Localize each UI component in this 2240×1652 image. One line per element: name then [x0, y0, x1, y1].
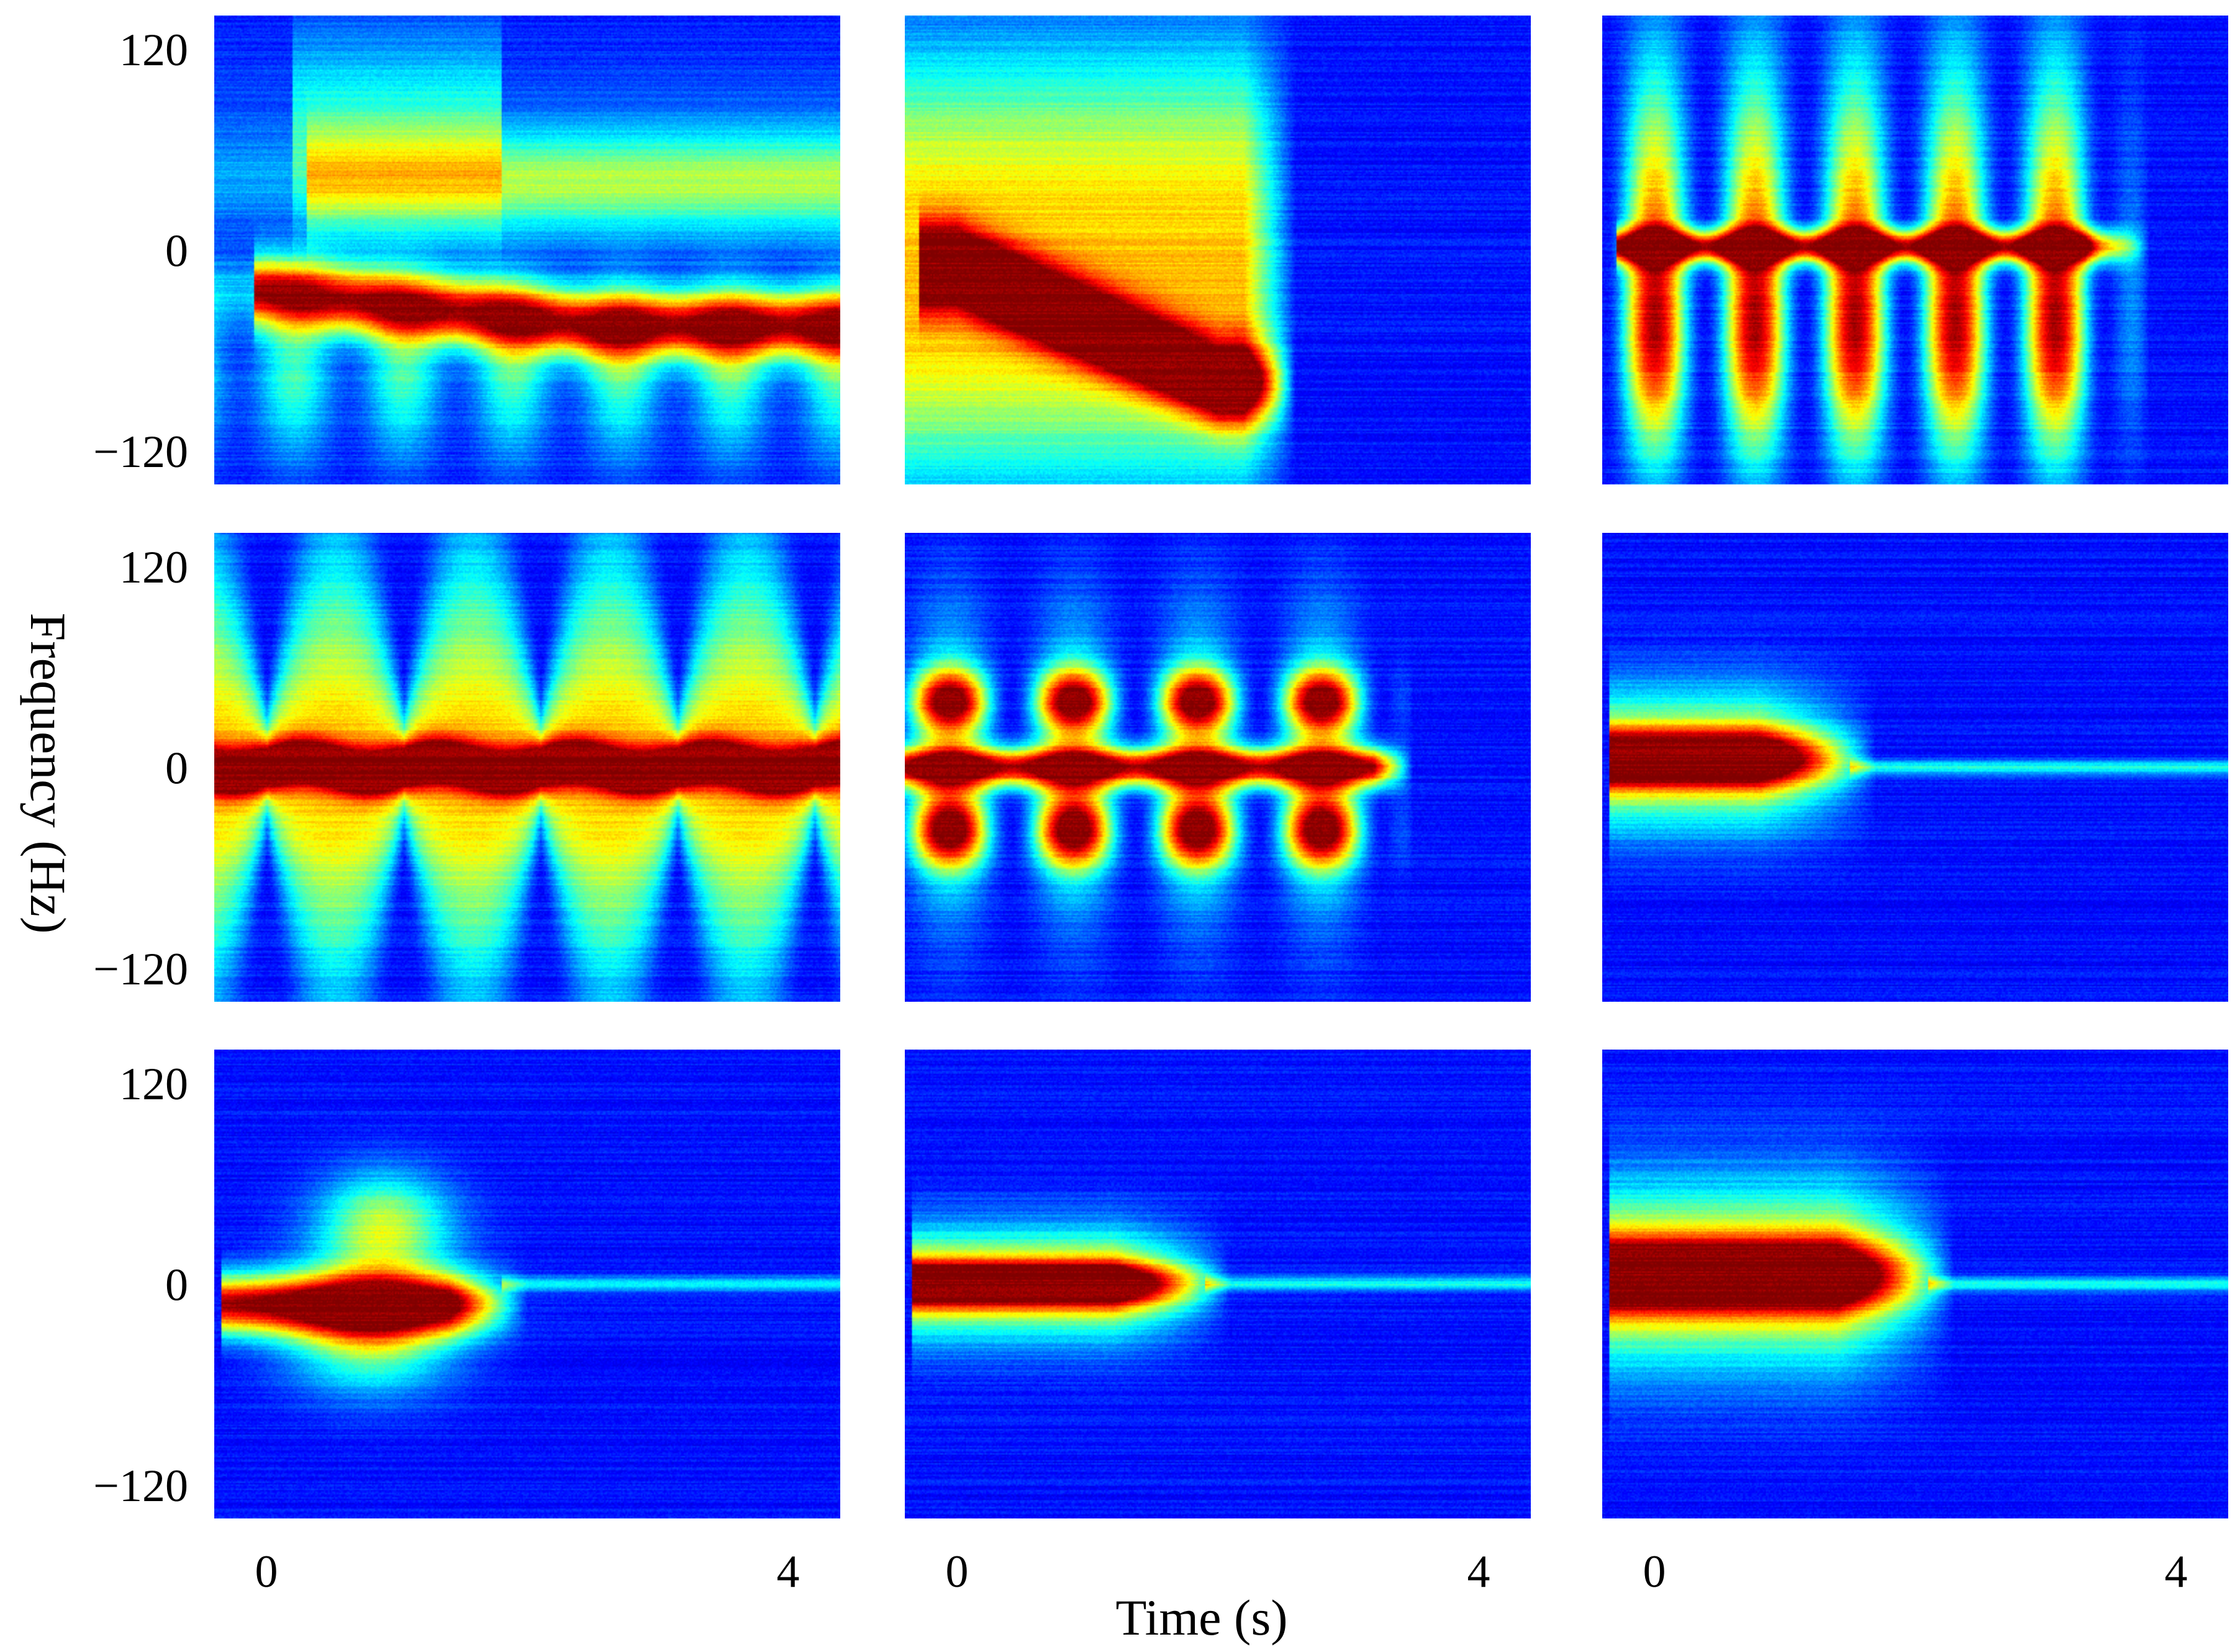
x-tick-labels: 0 4 0 4 0 4: [255, 1546, 2188, 1597]
spectrogram-panel: [214, 16, 840, 484]
spectrogram-panel: [905, 533, 1531, 1002]
y-tick-label: −120: [93, 944, 188, 995]
y-tick-label: −120: [93, 1461, 188, 1512]
spectrogram-panel: [214, 533, 840, 1002]
y-tick-label: 0: [165, 743, 188, 794]
y-tick-label: 0: [165, 226, 188, 277]
x-tick-label: 0: [946, 1546, 969, 1597]
x-tick-label: 4: [1467, 1546, 1490, 1597]
y-tick-label: 120: [119, 25, 188, 76]
spectrogram-panels: [214, 16, 2228, 1518]
spectrogram-panel: [1602, 16, 2228, 484]
y-tick-label: −120: [93, 427, 188, 478]
spectrogram-panel: [214, 1050, 840, 1518]
y-tick-label: 120: [119, 1059, 188, 1110]
spectrogram-panel: [905, 1050, 1531, 1518]
y-tick-label: 120: [119, 542, 188, 593]
y-tick-labels: 120 0 −120 120 0 −120 120 0 −120: [93, 25, 188, 1512]
x-tick-label: 4: [777, 1546, 800, 1597]
x-tick-label: 0: [255, 1546, 278, 1597]
spectrogram-panel: [1602, 1050, 2228, 1518]
spectrogram-panel: [905, 16, 1531, 484]
y-axis-label: Frequency (Hz): [20, 613, 76, 934]
x-tick-label: 4: [2165, 1546, 2188, 1597]
spectrogram-panel: [1602, 533, 2228, 1002]
x-axis-label: Time (s): [1115, 1589, 1287, 1646]
y-tick-label: 0: [165, 1260, 188, 1311]
x-tick-label: 0: [1643, 1546, 1666, 1597]
